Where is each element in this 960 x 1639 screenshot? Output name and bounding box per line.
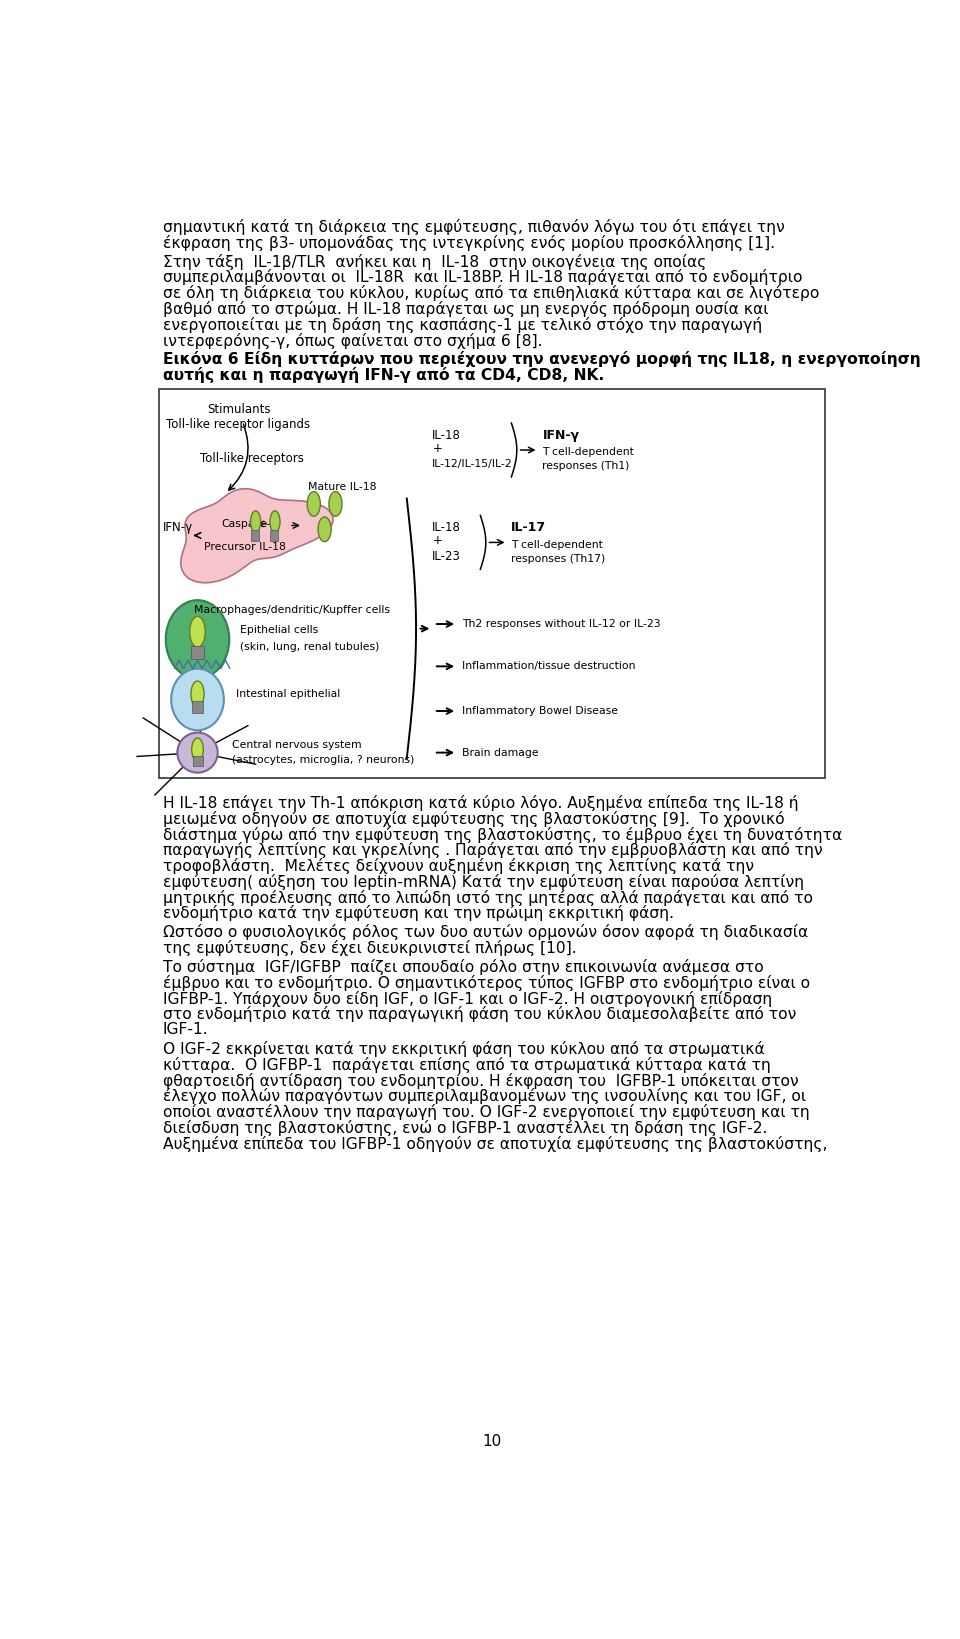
Text: IGF-1.: IGF-1.: [162, 1023, 208, 1037]
Text: Th2 responses without IL-12 or IL-23: Th2 responses without IL-12 or IL-23: [462, 620, 660, 629]
Text: IFN-γ: IFN-γ: [542, 429, 580, 443]
Text: παραγωγής λεπτίνης και γκρελίνης . Παράγεται από την εμβρυοβλάστη και από την: παραγωγής λεπτίνης και γκρελίνης . Παράγ…: [162, 842, 823, 859]
Text: Brain damage: Brain damage: [462, 747, 539, 757]
Text: responses (Th1): responses (Th1): [542, 461, 630, 470]
Text: βαθμό από το στρώμα. Η IL-18 παράγεται ως μη ενεργός πρόδρομη ουσία και: βαθμό από το στρώμα. Η IL-18 παράγεται ω…: [162, 302, 768, 316]
Ellipse shape: [191, 682, 204, 706]
Text: IGFBP-1. Υπάρχουν δυο είδη IGF, ο IGF-1 και ο IGF-2. Η οιστρογονική επίδραση: IGFBP-1. Υπάρχουν δυο είδη IGF, ο IGF-1 …: [162, 990, 772, 1006]
FancyBboxPatch shape: [271, 529, 278, 541]
Text: Precursor IL-18: Precursor IL-18: [204, 543, 285, 552]
Text: T cell-dependent: T cell-dependent: [512, 539, 603, 549]
Ellipse shape: [190, 616, 205, 647]
Text: IL-12/IL-15/IL-2: IL-12/IL-15/IL-2: [432, 459, 513, 469]
Text: (astrocytes, microglia, ? neurons): (astrocytes, microglia, ? neurons): [232, 756, 415, 765]
Text: φθαρτοειδή αντίδραση του ενδομητρίου. Η έκφραση του  IGFBP-1 υπόκειται στον: φθαρτοειδή αντίδραση του ενδομητρίου. Η …: [162, 1072, 799, 1088]
Text: της εμφύτευσης, δεν έχει διευκρινιστεί πλήρως [10].: της εμφύτευσης, δεν έχει διευκρινιστεί π…: [162, 941, 576, 956]
Text: εμφύτευση( αύξηση του leptin-mRNA) Κατά την εμφύτευση είναι παρούσα λεπτίνη: εμφύτευση( αύξηση του leptin-mRNA) Κατά …: [162, 874, 804, 890]
Text: Central nervous system: Central nervous system: [232, 739, 362, 751]
Ellipse shape: [192, 738, 204, 760]
Text: έκφραση της β3- υπομονάδας της ιντεγκρίνης ενός μορίου προσκόλλησης [1].: έκφραση της β3- υπομονάδας της ιντεγκρίν…: [162, 234, 775, 251]
FancyBboxPatch shape: [192, 701, 203, 713]
Text: διείσδυση της βλαστοκύστης, ενώ ο IGFBP-1 αναστέλλει τη δράση της IGF-2.: διείσδυση της βλαστοκύστης, ενώ ο IGFBP-…: [162, 1119, 767, 1136]
Text: Intestinal epithelial: Intestinal epithelial: [236, 688, 341, 700]
Text: Toll-like receptor ligands: Toll-like receptor ligands: [166, 418, 311, 431]
Text: Stimulants: Stimulants: [207, 403, 271, 416]
Ellipse shape: [251, 511, 261, 533]
Text: διάστημα γύρω από την εμφύτευση της βλαστοκύστης, το έμβρυο έχει τη δυνατότητα: διάστημα γύρω από την εμφύτευση της βλασ…: [162, 826, 842, 842]
Text: Στην τάξη  IL-1β/TLR  ανήκει και η  IL-18  στην οικογένεια της οποίας: Στην τάξη IL-1β/TLR ανήκει και η IL-18 σ…: [162, 254, 706, 270]
Text: Ο IGF-2 εκκρίνεται κατά την εκκριτική φάση του κύκλου από τα στρωματικά: Ο IGF-2 εκκρίνεται κατά την εκκριτική φά…: [162, 1041, 764, 1057]
Text: κύτταρα.  Ο IGFBP-1  παράγεται επίσης από τα στρωματικά κύτταρα κατά τη: κύτταρα. Ο IGFBP-1 παράγεται επίσης από …: [162, 1057, 771, 1074]
Text: έμβρυο και το ενδομήτριο. Ο σημαντικότερος τύπος IGFBP στο ενδομήτριο είναι ο: έμβρυο και το ενδομήτριο. Ο σημαντικότερ…: [162, 975, 809, 990]
Text: αυτής και η παραγωγή IFN-γ από τα CD4, CD8, NK.: αυτής και η παραγωγή IFN-γ από τα CD4, C…: [162, 367, 604, 384]
Ellipse shape: [166, 600, 229, 679]
FancyBboxPatch shape: [191, 646, 204, 659]
Text: στο ενδομήτριο κατά την παραγωγική φάση του κύκλου διαμεσολαβείτε από τον: στο ενδομήτριο κατά την παραγωγική φάση …: [162, 1006, 796, 1023]
Text: έλεγχο πολλών παραγόντων συμπεριλαμβανομένων της ινσουλίνης και του IGF, οι: έλεγχο πολλών παραγόντων συμπεριλαμβανομ…: [162, 1088, 805, 1105]
Text: Toll-like receptors: Toll-like receptors: [200, 452, 303, 465]
Ellipse shape: [329, 492, 342, 516]
Text: IFN-γ: IFN-γ: [162, 521, 193, 534]
Text: μητρικής προέλευσης από το λιπώδη ιστό της μητέρας αλλά παράγεται και από το: μητρικής προέλευσης από το λιπώδη ιστό τ…: [162, 890, 812, 906]
Text: συμπεριλαμβάνονται οι  IL-18R  και IL-18BP. Η IL-18 παράγεται από το ενδομήτριο: συμπεριλαμβάνονται οι IL-18R και IL-18BP…: [162, 269, 803, 285]
Ellipse shape: [318, 516, 331, 541]
Text: Macrophages/dendritic/Kupffer cells: Macrophages/dendritic/Kupffer cells: [194, 605, 390, 615]
Text: σε όλη τη διάρκεια του κύκλου, κυρίως από τα επιθηλιακά κύτταρα και σε λιγότερο: σε όλη τη διάρκεια του κύκλου, κυρίως απ…: [162, 285, 819, 302]
Text: ιντερφερόνης-γ, όπως φαίνεται στο σχήμα 6 [8].: ιντερφερόνης-γ, όπως φαίνεται στο σχήμα …: [162, 333, 542, 349]
Text: Inflammatory Bowel Disease: Inflammatory Bowel Disease: [462, 706, 618, 716]
Text: Η IL-18 επάγει την Th-1 απόκριση κατά κύριο λόγο. Αυξημένα επίπεδα της IL-18 ή: Η IL-18 επάγει την Th-1 απόκριση κατά κύ…: [162, 795, 799, 811]
Text: 10: 10: [482, 1434, 502, 1449]
Text: responses (Th17): responses (Th17): [512, 554, 606, 564]
Text: Ωστόσο ο φυσιολογικός ρόλος των δυο αυτών ορμονών όσον αφορά τη διαδικασία: Ωστόσο ο φυσιολογικός ρόλος των δυο αυτώ…: [162, 924, 808, 941]
Text: ενδομήτριο κατά την εμφύτευση και την πρώιμη εκκριτική φάση.: ενδομήτριο κατά την εμφύτευση και την πρ…: [162, 905, 674, 921]
Text: Mature IL-18: Mature IL-18: [308, 482, 377, 492]
FancyBboxPatch shape: [251, 529, 259, 541]
Text: τροφοβλάστη.  Μελέτες δείχνουν αυξημένη έκκριση της λεπτίνης κατά την: τροφοβλάστη. Μελέτες δείχνουν αυξημένη έ…: [162, 859, 754, 874]
Text: Το σύστημα  IGF/IGFBP  παίζει σπουδαίο ρόλο στην επικοινωνία ανάμεσα στο: Το σύστημα IGF/IGFBP παίζει σπουδαίο ρόλ…: [162, 959, 763, 975]
Text: +: +: [432, 534, 443, 547]
Text: IL-17: IL-17: [512, 521, 546, 534]
Text: (skin, lung, renal tubules): (skin, lung, renal tubules): [240, 642, 379, 652]
Ellipse shape: [171, 669, 224, 731]
Text: +: +: [432, 443, 443, 456]
Ellipse shape: [178, 733, 218, 772]
Text: οποίοι αναστέλλουν την παραγωγή του. Ο IGF-2 ενεργοποιεί την εμφύτευση και τη: οποίοι αναστέλλουν την παραγωγή του. Ο I…: [162, 1105, 809, 1119]
Text: Inflammation/tissue destruction: Inflammation/tissue destruction: [462, 662, 636, 672]
Text: ενεργοποιείται με τη δράση της κασπάσης-1 με τελικό στόχο την παραγωγή: ενεργοποιείται με τη δράση της κασπάσης-…: [162, 316, 762, 333]
Ellipse shape: [270, 511, 280, 533]
Polygon shape: [180, 488, 333, 583]
Text: IL-23: IL-23: [432, 549, 461, 562]
FancyBboxPatch shape: [193, 756, 203, 767]
Text: IL-18: IL-18: [432, 521, 461, 534]
Text: Epithelial cells: Epithelial cells: [240, 624, 319, 636]
Text: T cell-dependent: T cell-dependent: [542, 447, 635, 457]
Text: σημαντική κατά τη διάρκεια της εμφύτευσης, πιθανόν λόγω του ότι επάγει την: σημαντική κατά τη διάρκεια της εμφύτευση…: [162, 220, 784, 234]
Text: Caspase-1: Caspase-1: [222, 520, 278, 529]
Text: Εικόνα 6 Είδη κυττάρων που περιέχουν την ανενεργό μορφή της IL18, η ενεργοποίηση: Εικόνα 6 Είδη κυττάρων που περιέχουν την…: [162, 351, 921, 367]
Text: Αυξημένα επίπεδα του IGFBP-1 οδηγούν σε αποτυχία εμφύτευσης της βλαστοκύστης,: Αυξημένα επίπεδα του IGFBP-1 οδηγούν σε …: [162, 1136, 828, 1152]
Text: μειωμένα οδηγούν σε αποτυχία εμφύτευσης της βλαστοκύστης [9].  Το χρονικό: μειωμένα οδηγούν σε αποτυχία εμφύτευσης …: [162, 811, 784, 826]
Text: IL-18: IL-18: [432, 429, 461, 443]
FancyBboxPatch shape: [158, 388, 826, 779]
Ellipse shape: [307, 492, 321, 516]
